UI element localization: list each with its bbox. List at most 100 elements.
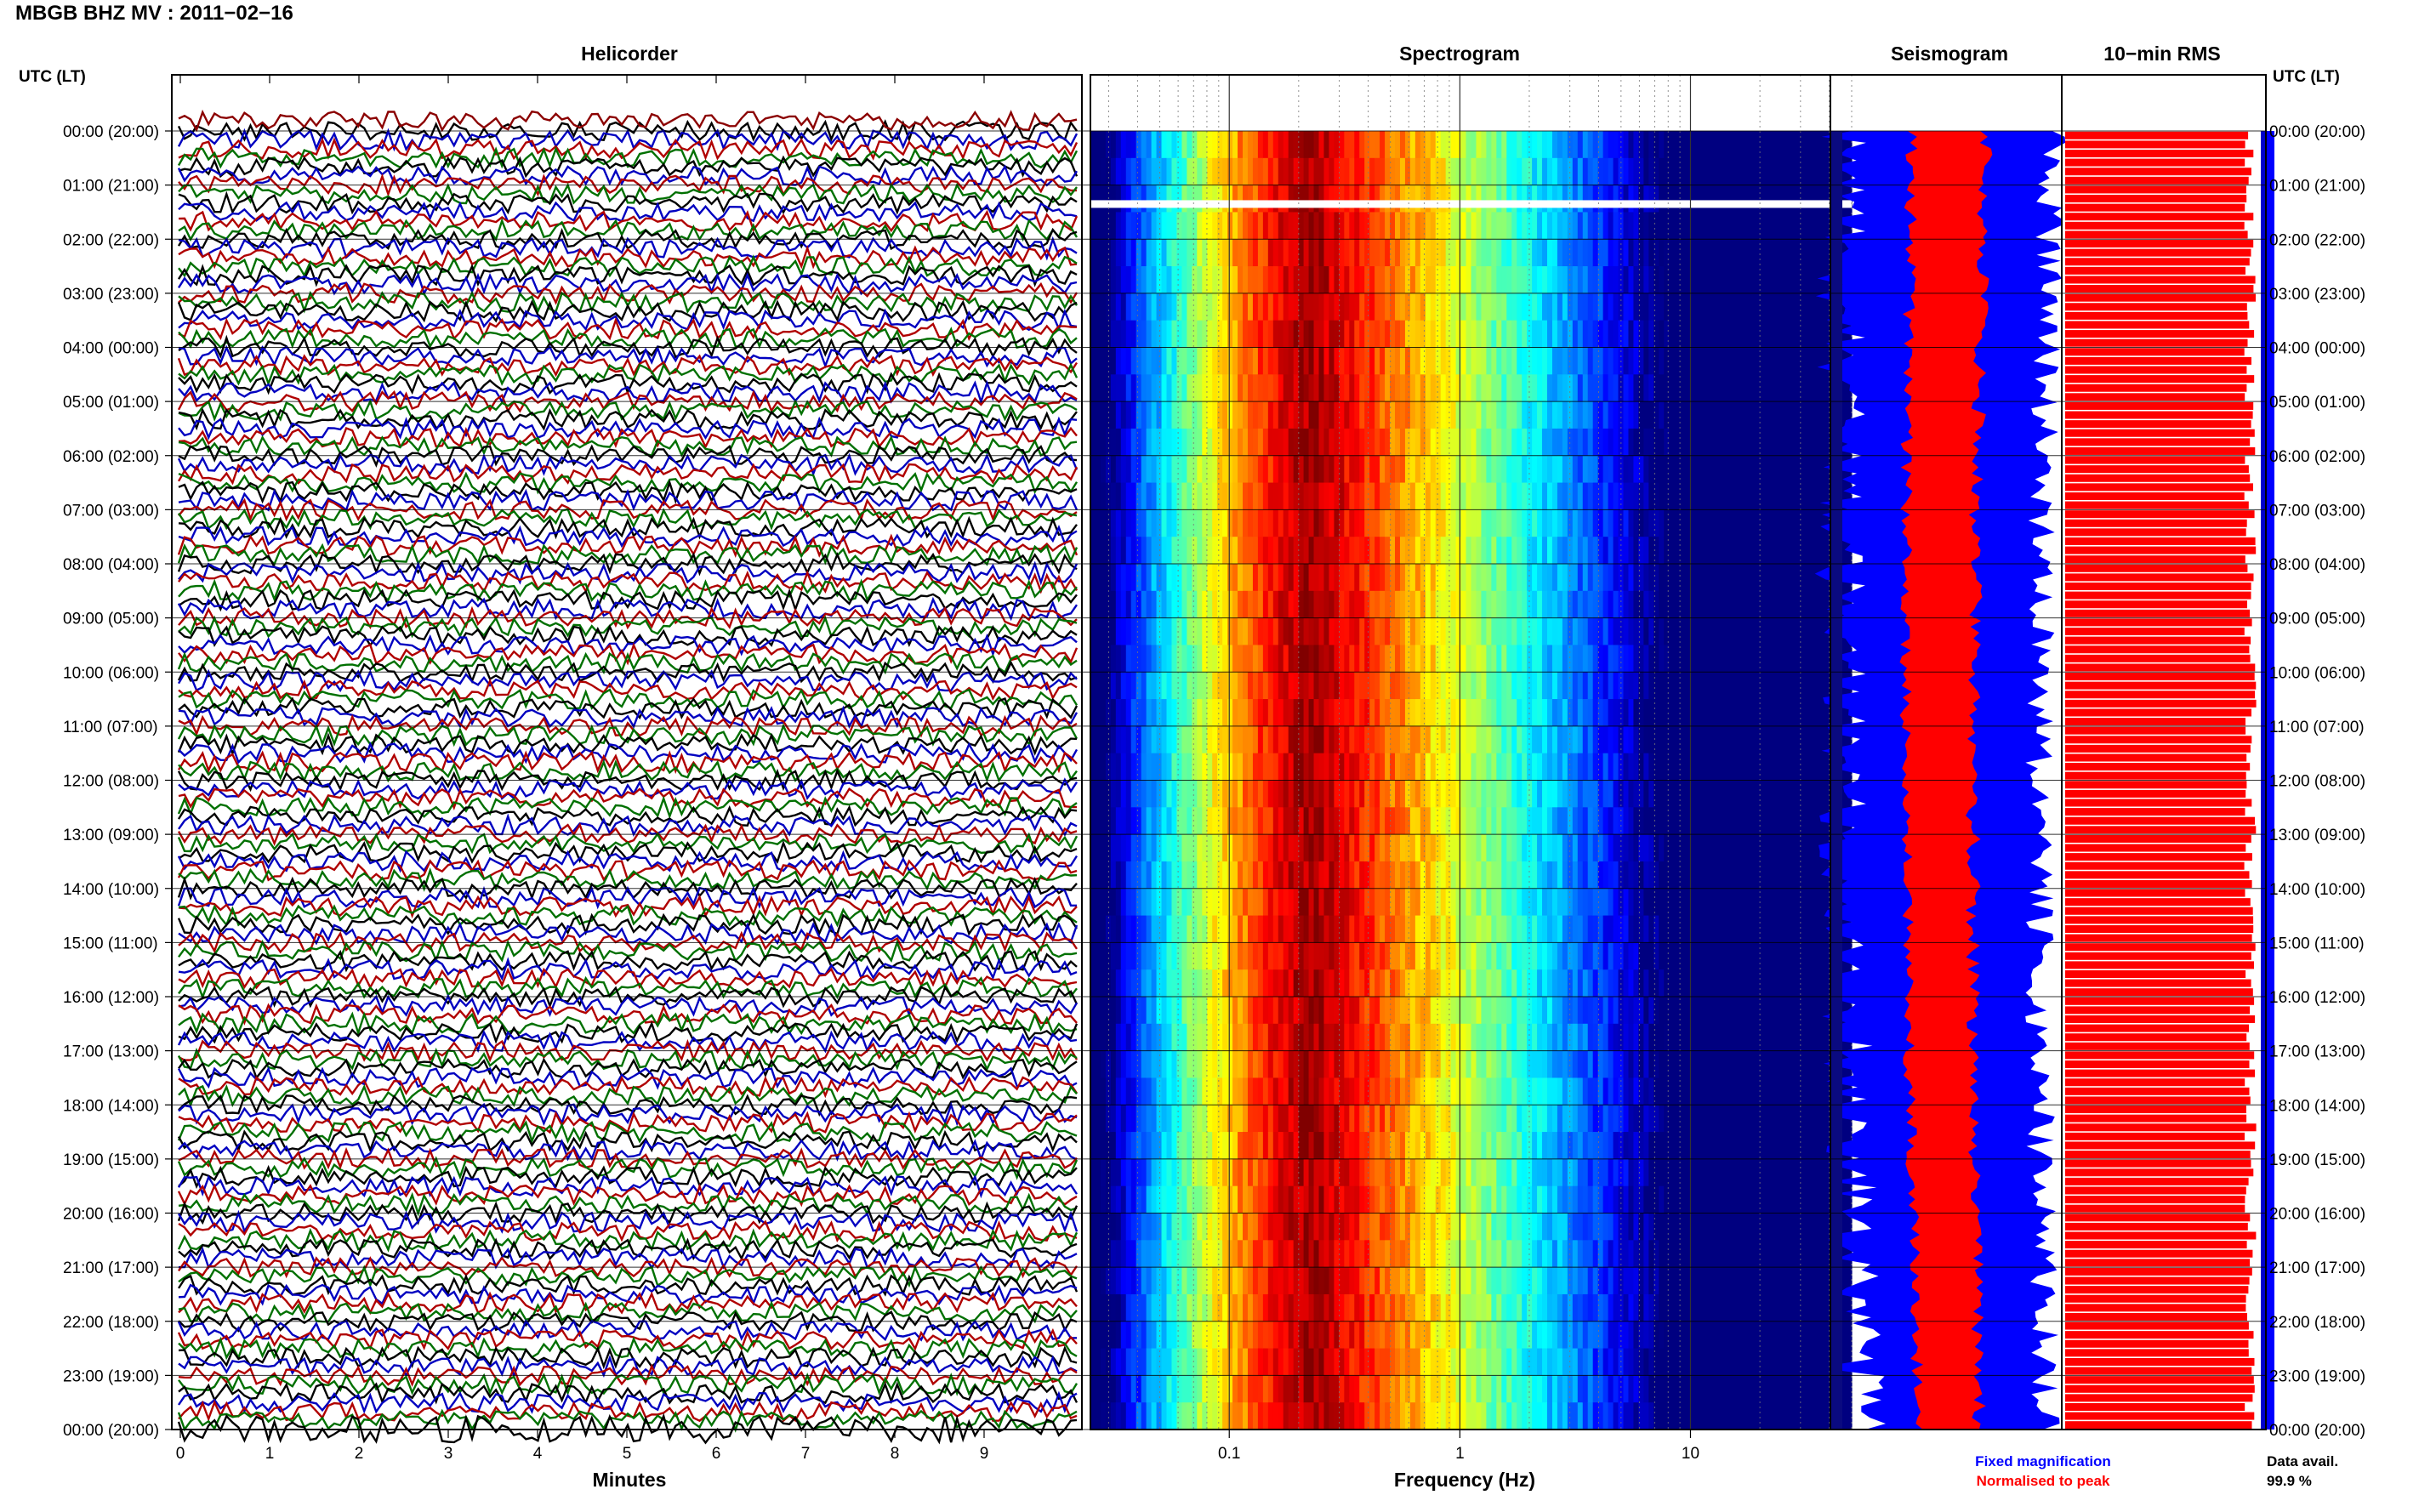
- helicorder-title: Helicorder: [581, 43, 678, 65]
- rms-bar: [2065, 583, 2251, 591]
- rms-bar: [2065, 330, 2255, 338]
- rms-bar: [2065, 808, 2245, 816]
- utc-row-label-right: 03:00 (23:00): [2269, 286, 2365, 304]
- rms-bar: [2065, 1132, 2245, 1140]
- rms-bar: [2065, 799, 2252, 807]
- utc-row-label-left: 12:00 (08:00): [63, 773, 159, 791]
- rms-bar: [2065, 763, 2251, 771]
- utc-axis-label-right: UTC (LT): [2273, 68, 2340, 86]
- rms-bar: [2065, 1402, 2245, 1411]
- rms-bar: [2065, 789, 2246, 798]
- rms-bar: [2065, 663, 2256, 672]
- rms-bar: [2065, 573, 2254, 582]
- utc-row-label-right: 11:00 (07:00): [2269, 719, 2365, 736]
- utc-row-label-left: 00:00 (20:00): [63, 123, 159, 141]
- utc-row-label-left: 11:00 (07:00): [63, 719, 158, 736]
- helicorder-traces: [177, 109, 1079, 1445]
- rms-bar: [2065, 1033, 2247, 1042]
- utc-row-label-right: 15:00 (11:00): [2269, 935, 2365, 952]
- utc-row-label-right: 19:00 (15:00): [2269, 1151, 2365, 1169]
- rms-bar: [2065, 240, 2254, 248]
- utc-row-label-left: 15:00 (11:00): [63, 935, 158, 952]
- utc-row-label-left: 10:00 (06:00): [63, 664, 159, 682]
- rms-bar: [2065, 1259, 2251, 1267]
- rms-bar: [2065, 492, 2245, 500]
- helicorder-x-tick-label: 9: [980, 1445, 989, 1463]
- rms-bar: [2065, 1394, 2253, 1402]
- rms-bar: [2065, 356, 2251, 365]
- rms-bar: [2065, 952, 2251, 960]
- rms-title: 10−min RMS: [2103, 43, 2221, 65]
- utc-row-label-left: 21:00 (17:00): [63, 1259, 159, 1277]
- seismogram-title: Seismogram: [1890, 43, 2009, 65]
- rms-bar: [2065, 1042, 2250, 1050]
- rms-bar: [2065, 1349, 2249, 1357]
- rms-bar: [2065, 618, 2252, 627]
- spectrogram-heatmap: [1090, 131, 1853, 1430]
- rms-bar: [2065, 465, 2249, 474]
- rms-bar: [2065, 844, 2246, 852]
- rms-bar: [2065, 366, 2247, 374]
- utc-row-label-right: 04:00 (00:00): [2269, 340, 2365, 358]
- legend-fixed-magnification: Fixed magnification: [1975, 1453, 2111, 1469]
- rms-bar: [2065, 1087, 2250, 1095]
- utc-row-label-left: 05:00 (01:00): [63, 394, 159, 412]
- rms-bar: [2065, 744, 2251, 753]
- rms-bar: [2065, 628, 2245, 636]
- rms-bar: [2065, 203, 2245, 212]
- rms-bar: [2065, 456, 2245, 464]
- rms-bar: [2065, 528, 2246, 537]
- utc-row-label-right: 17:00 (13:00): [2269, 1043, 2365, 1061]
- utc-axis-label-left: UTC (LT): [19, 68, 86, 86]
- utc-row-label-left: 14:00 (10:00): [63, 881, 159, 899]
- rms-bar: [2065, 781, 2247, 789]
- utc-row-label-right: 12:00 (08:00): [2269, 773, 2365, 791]
- rms-bar: [2065, 285, 2254, 293]
- utc-row-label-left: 02:00 (22:00): [63, 231, 159, 249]
- spectrogram-x-tick-label: 1: [1455, 1445, 1465, 1463]
- rms-bar: [2065, 1159, 2251, 1168]
- rms-bar: [2065, 907, 2253, 915]
- rms-bar: [2065, 293, 2256, 302]
- rms-bar: [2065, 519, 2247, 527]
- rms-panel: [2065, 131, 2274, 1430]
- rms-bar: [2065, 726, 2246, 735]
- utc-row-label-left: 09:00 (05:00): [63, 611, 159, 628]
- rms-bar: [2065, 1367, 2252, 1375]
- helicorder-x-tick-label: 3: [444, 1445, 453, 1463]
- rms-bar: [2065, 861, 2245, 870]
- utc-row-label-right: 02:00 (22:00): [2269, 231, 2365, 249]
- rms-bar: [2065, 1384, 2255, 1393]
- rms-bar: [2065, 348, 2245, 356]
- rms-bar: [2065, 916, 2254, 924]
- rms-bar: [2065, 898, 2251, 907]
- utc-row-label-left: 06:00 (02:00): [63, 448, 159, 466]
- rms-bar: [2065, 1376, 2254, 1384]
- helicorder-x-tick-label: 6: [712, 1445, 721, 1463]
- rms-bar: [2065, 276, 2256, 284]
- utc-row-label-right: 09:00 (05:00): [2269, 611, 2365, 628]
- rms-bar: [2065, 266, 2245, 275]
- rms-bar: [2065, 969, 2246, 978]
- spectrogram-data-gap: [1090, 200, 1852, 208]
- rms-bar: [2065, 961, 2254, 969]
- rms-bar: [2065, 889, 2245, 897]
- utc-row-label-right: 21:00 (17:00): [2269, 1259, 2365, 1277]
- rms-bar: [2065, 753, 2247, 762]
- rms-bar: [2065, 1078, 2245, 1087]
- rms-bar: [2065, 303, 2247, 311]
- rms-bar: [2065, 1357, 2255, 1366]
- rms-bar: [2065, 1231, 2257, 1240]
- rms-bar: [2065, 311, 2248, 320]
- rms-bar: [2065, 510, 2255, 519]
- rms-bar: [2065, 501, 2249, 509]
- rms-bar: [2065, 1123, 2257, 1132]
- rms-bar: [2065, 654, 2251, 662]
- utc-row-label-left: 07:00 (03:00): [63, 502, 159, 520]
- hour-gridlines: [172, 130, 2266, 1430]
- rms-bar: [2065, 401, 2254, 410]
- rms-bar: [2065, 1294, 2246, 1303]
- rms-bar: [2065, 546, 2257, 554]
- rms-bar: [2065, 213, 2254, 221]
